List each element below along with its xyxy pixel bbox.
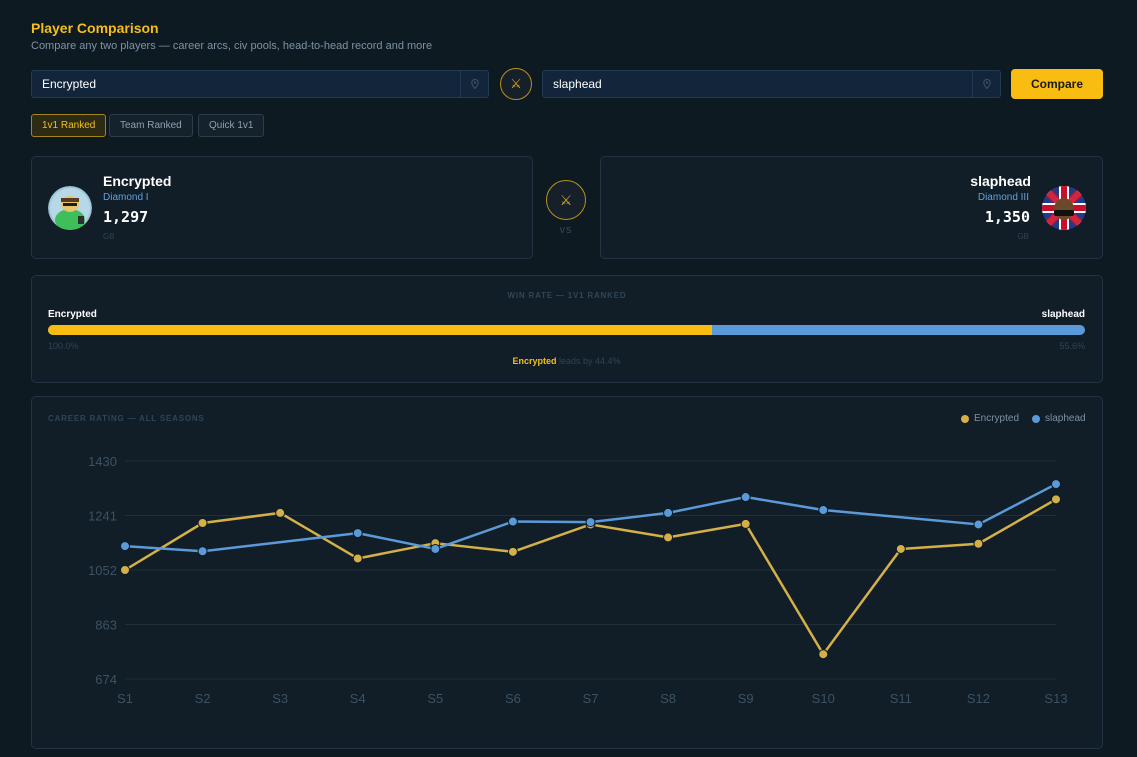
player2-search [542, 70, 1001, 98]
lead-summary: Encrypted leads by 44.4% [48, 356, 1085, 366]
player1-name: Encrypted [103, 173, 172, 189]
data-point-1 [352, 553, 363, 564]
x-tick-label: S1 [117, 691, 133, 706]
career-rating-chart: 674 863 1052 1241 1430 S1 S2 S3 S4 S5 S6 S7 S8 S9 S10 S… [88, 454, 1067, 706]
legend-item-p1: Encrypted [961, 413, 1019, 424]
player2-rating: 1,350 [984, 208, 1030, 226]
player2-input[interactable] [543, 71, 972, 97]
win-rate-p1-pct: 100.0% [48, 341, 79, 351]
y-tick-label: 1241 [88, 509, 117, 524]
player2-card[interactable] [600, 156, 1103, 259]
crossed-swords-icon: ⚔ [510, 76, 522, 91]
legend-dot-p2 [1032, 414, 1040, 423]
data-point-2 [507, 516, 518, 527]
data-point-1 [507, 546, 518, 557]
data-point-1 [740, 518, 751, 529]
data-point-2 [352, 528, 363, 539]
data-point-2 [973, 519, 984, 530]
x-tick-label: S2 [195, 691, 211, 706]
x-tick-label: S10 [812, 691, 835, 706]
player2-name: slaphead [970, 173, 1031, 189]
player1-card[interactable] [31, 156, 533, 259]
legend-label-p2: slaphead [1045, 413, 1086, 424]
page-title: Player Comparison [31, 20, 159, 36]
legend-dot-p1 [961, 414, 969, 423]
player1-avatar [48, 186, 92, 230]
crossed-swords-icon: ⚔ [559, 191, 573, 208]
player1-input[interactable] [32, 71, 460, 97]
x-tick-label: S8 [660, 691, 676, 706]
y-tick-label: 674 [95, 672, 117, 687]
data-point-2 [740, 492, 751, 503]
player2-rank: Diamond III [977, 192, 1029, 203]
x-tick-label: S13 [1044, 691, 1067, 706]
career-chart-card [31, 396, 1103, 749]
vs-label: VS [559, 226, 573, 235]
data-point-2 [120, 541, 130, 552]
player1-region: GB [103, 232, 115, 241]
vs-swap-button[interactable]: ⚔ [500, 68, 532, 100]
x-tick-label: S6 [505, 691, 521, 706]
tab-1v1-ranked[interactable]: 1v1 Ranked [31, 114, 107, 137]
data-point-2 [585, 517, 596, 528]
chart-title: CAREER RATING — ALL SEASONS [48, 414, 205, 423]
location-pin-icon [982, 79, 991, 89]
y-tick-label: 863 [95, 618, 117, 633]
win-rate-bar [48, 325, 1085, 335]
tab-team-ranked[interactable]: Team Ranked [109, 114, 193, 137]
player2-region: GB [1017, 232, 1029, 241]
player1-rating: 1,297 [103, 208, 149, 226]
data-point-2 [1051, 479, 1061, 490]
legend-label-p1: Encrypted [974, 413, 1020, 424]
y-tick-label: 1430 [88, 454, 117, 469]
leader-name: Encrypted [512, 356, 557, 366]
location-pin-icon [470, 79, 479, 89]
data-point-2 [197, 546, 208, 557]
data-point-2 [818, 505, 829, 516]
player1-rank: Diamond I [103, 192, 149, 203]
data-point-1 [275, 507, 286, 518]
x-tick-label: S4 [350, 691, 366, 706]
data-point-1 [663, 532, 674, 543]
win-rate-title: WIN RATE — 1V1 RANKED [507, 291, 627, 300]
page-subtitle: Compare any two players — career arcs, c… [31, 40, 433, 52]
vs-badge: ⚔ [546, 180, 586, 220]
x-tick-label: S12 [967, 691, 990, 706]
player2-pin-button[interactable] [972, 71, 1000, 97]
y-tick-label: 1052 [88, 563, 117, 578]
x-tick-label: S11 [890, 691, 912, 706]
data-point-2 [430, 543, 441, 554]
win-rate-p2-name: slaphead [1041, 309, 1085, 320]
x-tick-label: S9 [738, 691, 754, 706]
data-point-1 [818, 649, 829, 660]
lead-text: leads by 44.4% [558, 356, 621, 366]
data-point-1 [120, 565, 130, 575]
x-tick-label: S5 [427, 691, 443, 706]
legend-item-p2: slaphead [1032, 413, 1086, 424]
compare-button[interactable]: Compare [1011, 69, 1103, 99]
player1-search [31, 70, 489, 98]
win-rate-p2-pct: 55.6% [1059, 341, 1085, 351]
data-point-1 [197, 517, 208, 528]
data-point-1 [1051, 494, 1061, 505]
data-point-1 [973, 538, 984, 549]
tab-quick-1v1[interactable]: Quick 1v1 [198, 114, 265, 137]
data-point-2 [663, 507, 674, 518]
data-point-1 [895, 543, 906, 554]
x-tick-label: S7 [583, 691, 599, 706]
win-rate-bar-p1-fill [48, 325, 712, 335]
win-rate-p1-name: Encrypted [48, 309, 97, 320]
player1-pin-button[interactable] [460, 71, 488, 97]
player2-avatar [1042, 186, 1086, 230]
x-tick-label: S3 [272, 691, 288, 706]
